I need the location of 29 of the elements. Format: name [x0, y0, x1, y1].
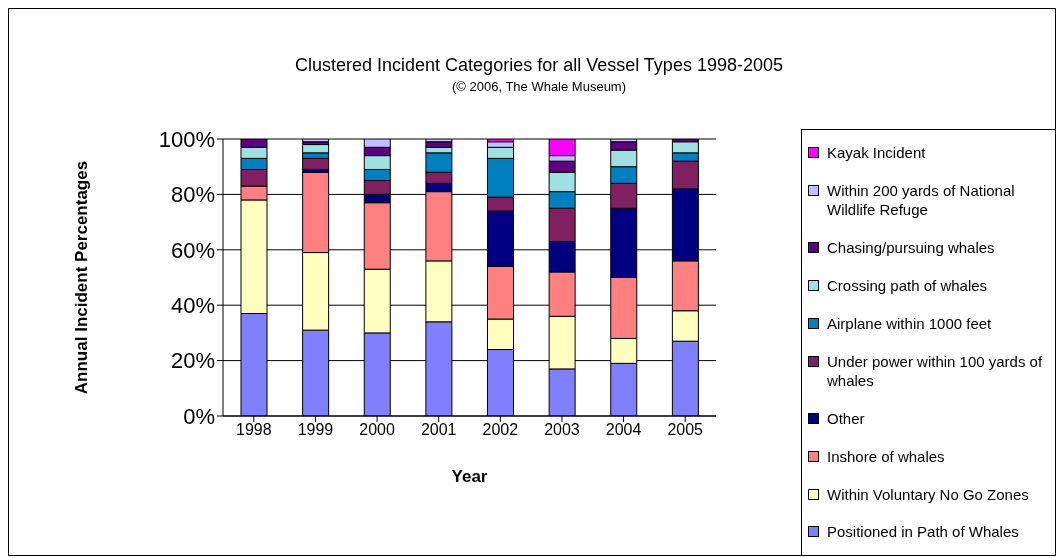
x-tick-label: 2003	[544, 421, 580, 439]
y-tick-label: 80%	[170, 182, 215, 208]
legend-label: Other	[827, 408, 865, 428]
x-axis-title: Year	[451, 467, 488, 486]
y-axis-title: Annual Incident Percentages	[72, 160, 92, 395]
legend-label: Within 200 yards of National Wildlife Refuge	[827, 181, 1016, 220]
y-tick-label: 20%	[170, 348, 215, 374]
legend-label: Kayak Incident	[827, 143, 926, 163]
x-tick-label: 1998	[236, 421, 272, 439]
legend-label: Crossing path of whales	[827, 276, 988, 296]
legend-label: Inshore of whales	[827, 446, 945, 466]
x-tick-label: 2004	[605, 421, 642, 439]
chart-title: Clustered Incident Categories for all Vessel Types 1998-2005	[294, 55, 784, 76]
bar	[302, 157, 330, 170]
y-tick-label: 0%	[183, 403, 215, 429]
chart-subtitle: (© 2006, The Whale Museum)	[450, 79, 628, 94]
x-tick-label: 2005	[667, 421, 704, 439]
x-tick-label: 2001	[420, 421, 457, 439]
x-tick-label: 2000	[359, 421, 395, 439]
legend-label: Positioned in Path of Whales	[827, 522, 1019, 542]
legend-label: Airplane within 1000 feet	[827, 314, 992, 333]
y-tick-label: 60%	[170, 237, 215, 263]
x-tick-label: 1999	[297, 421, 334, 439]
legend-label: Chasing/pursuing whales	[827, 238, 995, 258]
legend-label: Within Voluntary No Go Zones	[827, 484, 1029, 504]
y-tick-label: 100%	[158, 126, 215, 152]
y-tick-label: 40%	[170, 293, 215, 319]
legend-label: Under power within 100 yards of whales	[827, 351, 1044, 390]
x-tick-label: 2002	[482, 421, 519, 439]
